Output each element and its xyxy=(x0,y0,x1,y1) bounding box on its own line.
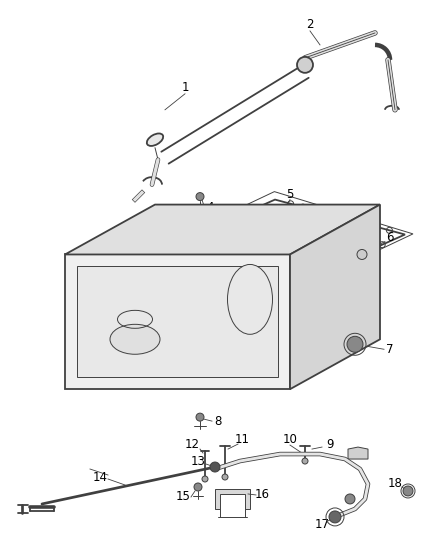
Circle shape xyxy=(302,458,308,464)
Text: 2: 2 xyxy=(306,19,314,31)
Text: 17: 17 xyxy=(314,519,329,531)
Text: 11: 11 xyxy=(234,433,250,446)
Polygon shape xyxy=(65,254,290,389)
Circle shape xyxy=(158,206,166,214)
Ellipse shape xyxy=(297,57,313,73)
Text: 5: 5 xyxy=(286,188,294,201)
Text: 12: 12 xyxy=(184,438,199,450)
Text: 4: 4 xyxy=(206,201,214,214)
Circle shape xyxy=(202,476,208,482)
Circle shape xyxy=(194,483,202,491)
Circle shape xyxy=(210,462,220,472)
Polygon shape xyxy=(215,489,250,509)
Circle shape xyxy=(196,413,204,421)
Ellipse shape xyxy=(110,324,160,354)
Ellipse shape xyxy=(227,264,272,334)
Circle shape xyxy=(347,336,363,352)
Circle shape xyxy=(357,249,367,260)
Circle shape xyxy=(345,494,355,504)
Text: 13: 13 xyxy=(191,455,205,467)
Circle shape xyxy=(329,511,341,523)
Polygon shape xyxy=(348,447,368,459)
Text: 1: 1 xyxy=(181,82,189,94)
Circle shape xyxy=(196,192,204,200)
Ellipse shape xyxy=(147,133,163,146)
Text: 8: 8 xyxy=(214,415,222,427)
Polygon shape xyxy=(85,199,405,319)
Circle shape xyxy=(403,486,413,496)
Text: 15: 15 xyxy=(176,490,191,504)
Polygon shape xyxy=(290,205,380,389)
Text: 14: 14 xyxy=(92,471,107,483)
Text: 9: 9 xyxy=(326,438,334,450)
Text: 6: 6 xyxy=(386,231,394,244)
Polygon shape xyxy=(77,266,278,377)
Text: 18: 18 xyxy=(388,478,403,490)
Text: 16: 16 xyxy=(254,488,269,502)
Text: 10: 10 xyxy=(283,433,297,446)
Polygon shape xyxy=(65,205,380,254)
Circle shape xyxy=(222,474,228,480)
Text: 3: 3 xyxy=(138,211,146,224)
Text: 7: 7 xyxy=(386,343,394,356)
